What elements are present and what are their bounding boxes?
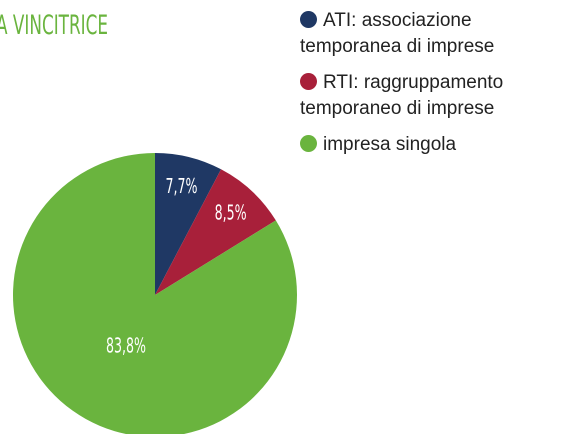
legend-swatch bbox=[300, 135, 317, 152]
legend-label: impresa singola bbox=[323, 134, 457, 155]
legend-entry: impresa singola bbox=[300, 132, 572, 158]
legend-label: ATI: associazione temporanea di imprese bbox=[300, 10, 495, 57]
legend-label: RTI: raggruppamento temporaneo di impres… bbox=[300, 72, 504, 119]
legend-swatch bbox=[300, 73, 317, 90]
legend-swatch bbox=[300, 11, 317, 28]
chart-title: A VINCITRICE bbox=[0, 10, 108, 41]
legend: ATI: associazione temporanea di imprese R… bbox=[300, 8, 572, 168]
pie-slice bbox=[13, 153, 297, 434]
slice-label: 8,5% bbox=[215, 201, 247, 225]
slice-label: 83,8% bbox=[106, 334, 146, 358]
legend-entry: ATI: associazione temporanea di imprese bbox=[300, 8, 572, 60]
pie-slice bbox=[155, 169, 276, 295]
pie-slice bbox=[155, 153, 222, 295]
legend-entry: RTI: raggruppamento temporaneo di impres… bbox=[300, 70, 572, 122]
slice-label: 7,7% bbox=[166, 174, 198, 198]
